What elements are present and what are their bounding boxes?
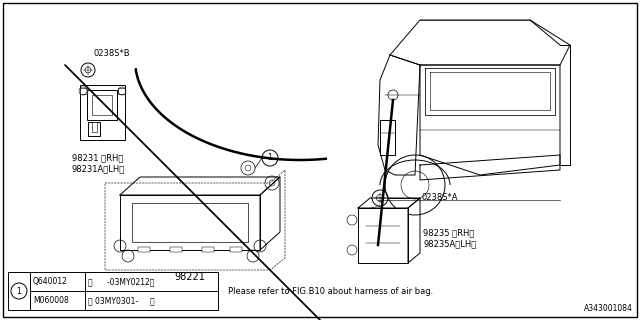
Bar	[358, 208, 408, 263]
Text: Please refer to FIG.B10 about harness of air bag.: Please refer to FIG.B10 about harness of…	[228, 286, 433, 295]
Bar	[92, 95, 112, 115]
Bar	[87, 90, 117, 120]
Bar	[92, 122, 97, 132]
Text: 1: 1	[268, 154, 273, 163]
Bar	[8, 272, 218, 310]
Bar	[80, 88, 87, 94]
Text: 98221: 98221	[175, 272, 205, 282]
Text: 98231 〈RH〉
98231A〈LH〉: 98231 〈RH〉 98231A〈LH〉	[72, 153, 125, 174]
Text: A343001084: A343001084	[584, 304, 633, 313]
Bar	[230, 247, 242, 252]
Bar	[132, 203, 248, 242]
Text: 〈 03MY0301-     〉: 〈 03MY0301- 〉	[88, 296, 155, 305]
Bar	[80, 85, 125, 140]
Bar	[170, 247, 182, 252]
Text: 0238S*A: 0238S*A	[422, 194, 458, 203]
Text: M060008: M060008	[33, 296, 68, 305]
Bar	[88, 122, 100, 136]
Text: 〈      -03MY0212〉: 〈 -03MY0212〉	[88, 277, 154, 286]
Bar	[380, 120, 395, 155]
Text: 98235 〈RH〉
98235A〈LH〉: 98235 〈RH〉 98235A〈LH〉	[423, 228, 476, 249]
Text: 1: 1	[17, 286, 21, 295]
Bar	[120, 195, 260, 250]
Bar	[202, 247, 214, 252]
Text: 0238S*B: 0238S*B	[93, 49, 130, 58]
Bar	[138, 247, 150, 252]
Text: Q640012: Q640012	[33, 277, 68, 286]
Bar	[118, 88, 125, 94]
